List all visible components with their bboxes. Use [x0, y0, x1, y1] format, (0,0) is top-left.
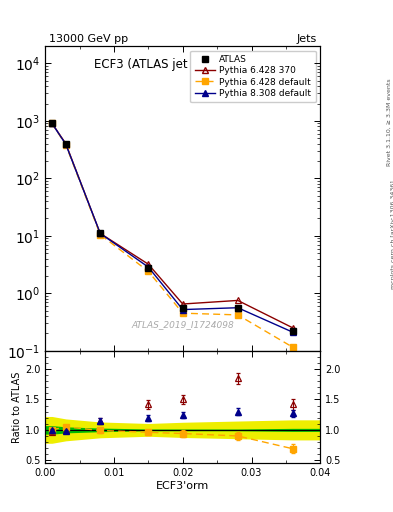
Text: ECF3 (ATLAS jet substructure): ECF3 (ATLAS jet substructure): [94, 58, 271, 71]
X-axis label: ECF3'orm: ECF3'orm: [156, 481, 209, 491]
Y-axis label: $\frac{1}{\sigma}\frac{d\sigma}{d\,\mathrm{ECF3'orm}}$: $\frac{1}{\sigma}\frac{d\sigma}{d\,\math…: [0, 174, 4, 223]
Legend: ATLAS, Pythia 6.428 370, Pythia 6.428 default, Pythia 8.308 default: ATLAS, Pythia 6.428 370, Pythia 6.428 de…: [190, 51, 316, 102]
Text: ATLAS_2019_I1724098: ATLAS_2019_I1724098: [131, 321, 234, 329]
Text: Jets: Jets: [296, 33, 316, 44]
Text: Rivet 3.1.10, ≥ 3.3M events: Rivet 3.1.10, ≥ 3.3M events: [387, 78, 392, 166]
Text: 13000 GeV pp: 13000 GeV pp: [49, 33, 128, 44]
Text: mcplots.cern.ch [arXiv:1306.3436]: mcplots.cern.ch [arXiv:1306.3436]: [391, 181, 393, 289]
Y-axis label: Ratio to ATLAS: Ratio to ATLAS: [12, 371, 22, 443]
